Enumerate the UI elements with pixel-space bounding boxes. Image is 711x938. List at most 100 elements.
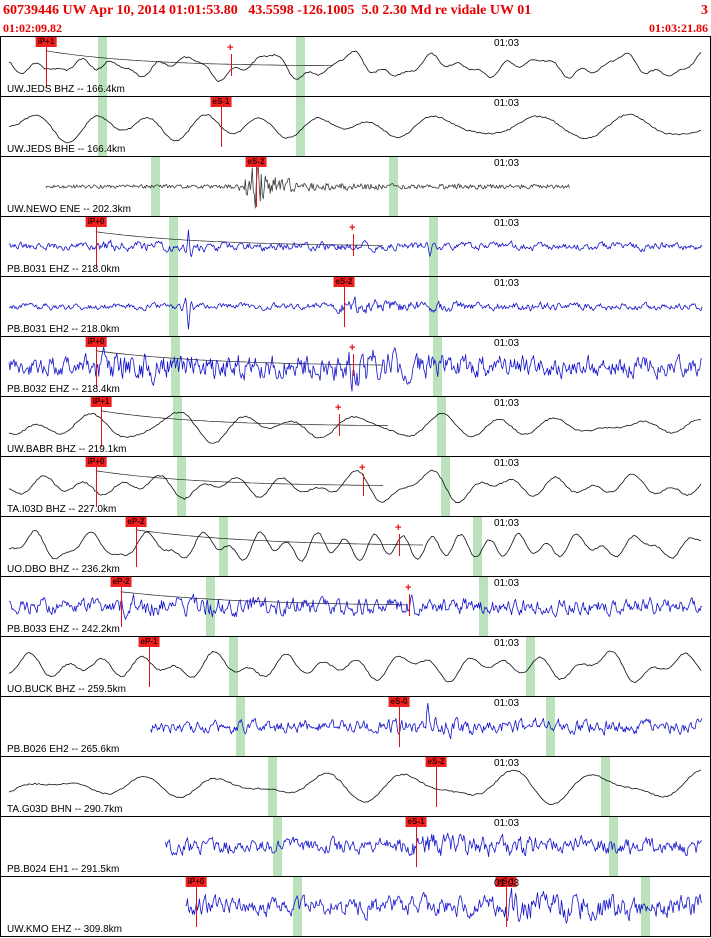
trace-list: iP+1 +01:03 UW.JEDS BHZ -- 166.4km eS-1 01:0… [0,36,711,937]
time-tick-label: 01:03 [494,518,520,529]
trace-panel-6[interactable]: iP+0 +01:03 PB.B032 EHZ -- 218.4km [1,337,710,397]
station-label: TA.I03D BHZ -- 227.0km [7,504,117,515]
pick-line [506,877,507,927]
trace-panel-2[interactable]: eS-1 01:03 UW.JEDS BHE -- 166.4km [1,97,710,157]
cross-stem [363,474,364,496]
pick-label: eS-2 [245,157,267,167]
seismogram-trace [8,650,702,684]
trace-panel-8[interactable]: iP+0 +01:03 TA.I03D BHZ -- 227.0km [1,457,710,517]
waveform [8,469,702,503]
trace-panel-15[interactable]: iP+0 eS-1 01:03 UW.KMO EHZ -- 309.8km [1,877,710,937]
predicted-arrival-window [151,157,160,216]
predicted-arrival-window [173,397,182,456]
time-tick-label: 01:03 [494,638,520,649]
seismogram-trace [8,296,703,330]
station-label: TA.G03D BHN -- 290.7km [7,804,123,815]
predicted-arrival-window [389,157,398,216]
pick-label: iP+0 [85,457,107,467]
station-label: UW.KMO EHZ -- 309.8km [7,924,123,935]
station-label: PB.B032 EHZ -- 218.4km [7,384,120,395]
trace-panel-3[interactable]: eS-2 01:03 UW.NEWO ENE -- 202.3km [1,157,710,217]
pick-line [436,757,437,807]
cross-stem [399,534,400,556]
station-label: PB.B026 EH2 -- 265.6km [7,744,120,755]
waveform [185,887,703,924]
waveform [8,296,703,330]
plus-icon: + [405,582,412,594]
station-label: PB.B033 EHZ -- 242.2km [7,624,120,635]
time-tick-label: 01:03 [494,338,520,349]
coda-envelope-line [95,470,383,486]
time-tick-label: 01:03 [494,698,520,709]
pick-label: iP+0 [85,217,107,227]
station-label: PB.B031 EH2 -- 218.0km [7,324,120,335]
waveform [8,113,702,144]
seismogram-trace [8,113,702,144]
trace-panel-7[interactable]: iP+1 +01:03 UW.BABR BHZ -- 219.1km [1,397,710,457]
seismogram-trace [45,165,570,209]
predicted-arrival-window [268,757,277,816]
seismogram-trace [8,411,702,444]
predicted-arrival-window [98,97,107,156]
time-tick-label: 01:03 [494,758,520,769]
waveform [8,650,702,684]
event-header-row: 60739446 UW Apr 10, 2014 01:01:53.80 43.… [3,2,708,20]
trace-panel-11[interactable]: eP-1 01:03 UO.BUCK BHZ -- 259.5km [1,637,710,697]
coda-envelope-line [100,410,388,426]
pick-line [96,337,97,387]
predicted-arrival-window [433,337,442,396]
predicted-arrival-window [429,217,438,276]
cross-stem [353,234,354,256]
window-end-time: 01:03:21.86 [649,21,708,35]
pick-label: eP-2 [125,517,147,527]
predicted-arrival-window [601,757,610,816]
cross-stem [409,594,410,616]
time-tick-label: 01:03 [494,38,520,49]
trace-panel-5[interactable]: eS-2 01:03 PB.B031 EH2 -- 218.0km [1,277,710,337]
trace-panel-14[interactable]: eS-1 01:03 PB.B024 EH1 -- 291.5km [1,817,710,877]
page-number: 3 [701,3,708,18]
pick-line [136,517,137,567]
trace-panel-4[interactable]: iP+0 +01:03 PB.B031 EHZ -- 218.0km [1,217,710,277]
coda-envelope-line [135,529,423,546]
predicted-arrival-window [177,457,186,516]
pick-label: eS-2 [333,277,355,287]
seismogram-trace [150,702,703,740]
time-tick-label: 01:03 [494,818,520,829]
waveform [8,50,702,83]
pick-line [46,37,47,87]
event-summary: 60739446 UW Apr 10, 2014 01:01:53.80 43.… [3,3,532,18]
trace-panel-12[interactable]: eS-0 01:03 PB.B026 EH2 -- 265.6km [1,697,710,757]
time-tick-label: 01:03 [494,398,520,409]
coda-envelope-line [45,50,334,67]
plus-icon: + [395,522,402,534]
trace-panel-9[interactable]: eP-2 +01:03 UO.DBO BHZ -- 236.2km [1,517,710,577]
seismogram-trace [8,50,702,83]
trace-panel-10[interactable]: eP-2 +01:03 PB.B033 EHZ -- 242.2km [1,577,710,637]
waveform [8,346,703,392]
seismogram-trace [8,769,702,805]
seismogram-trace [8,346,703,392]
pick-line [121,577,122,627]
trace-panel-13[interactable]: eS-2 01:03 TA.G03D BHN -- 290.7km [1,757,710,817]
station-label: PB.B031 EHZ -- 218.0km [7,264,120,275]
seismogram-trace [8,593,703,620]
station-label: UW.NEWO ENE -- 202.3km [7,204,131,215]
trace-panel-1[interactable]: iP+1 +01:03 UW.JEDS BHZ -- 166.4km [1,37,710,97]
pick-line [96,217,97,267]
predicted-arrival-window [219,517,228,576]
time-tick-label: 01:03 [494,878,520,889]
station-label: UO.DBO BHZ -- 236.2km [7,564,120,575]
predicted-arrival-window [273,817,282,876]
station-label: UW.JEDS BHE -- 166.4km [7,144,126,155]
predicted-arrival-window [293,877,302,936]
pick-line [96,457,97,507]
pick-label: eS-1 [210,97,232,107]
time-tick-label: 01:03 [494,98,520,109]
pick-label: eS-1 [405,817,427,827]
cross-stem [231,54,232,76]
waveform [8,529,702,562]
pick-line [416,817,417,867]
plus-icon: + [335,402,342,414]
